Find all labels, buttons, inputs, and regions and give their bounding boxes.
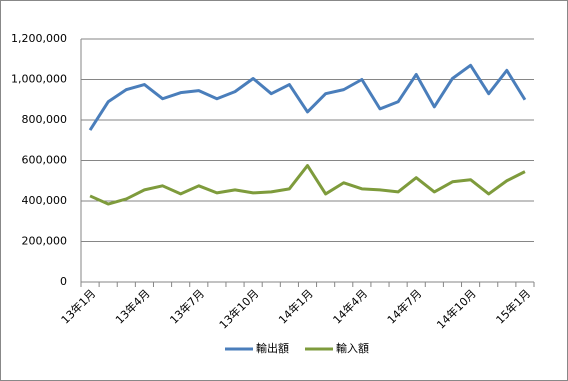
y-tick-label: 600,000 (22, 154, 68, 167)
legend-label: 輸入額 (336, 341, 369, 355)
y-tick-label: 800,000 (22, 113, 68, 126)
y-tick-label: 1,200,000 (11, 32, 67, 45)
y-tick-label: 1,000,000 (11, 73, 67, 86)
legend-label: 輸出額 (256, 341, 289, 355)
y-tick-label: 400,000 (22, 194, 68, 207)
series-line (88, 63, 527, 131)
series-line (89, 164, 526, 206)
y-tick-label: 0 (60, 275, 67, 288)
y-tick-label: 200,000 (22, 235, 68, 248)
